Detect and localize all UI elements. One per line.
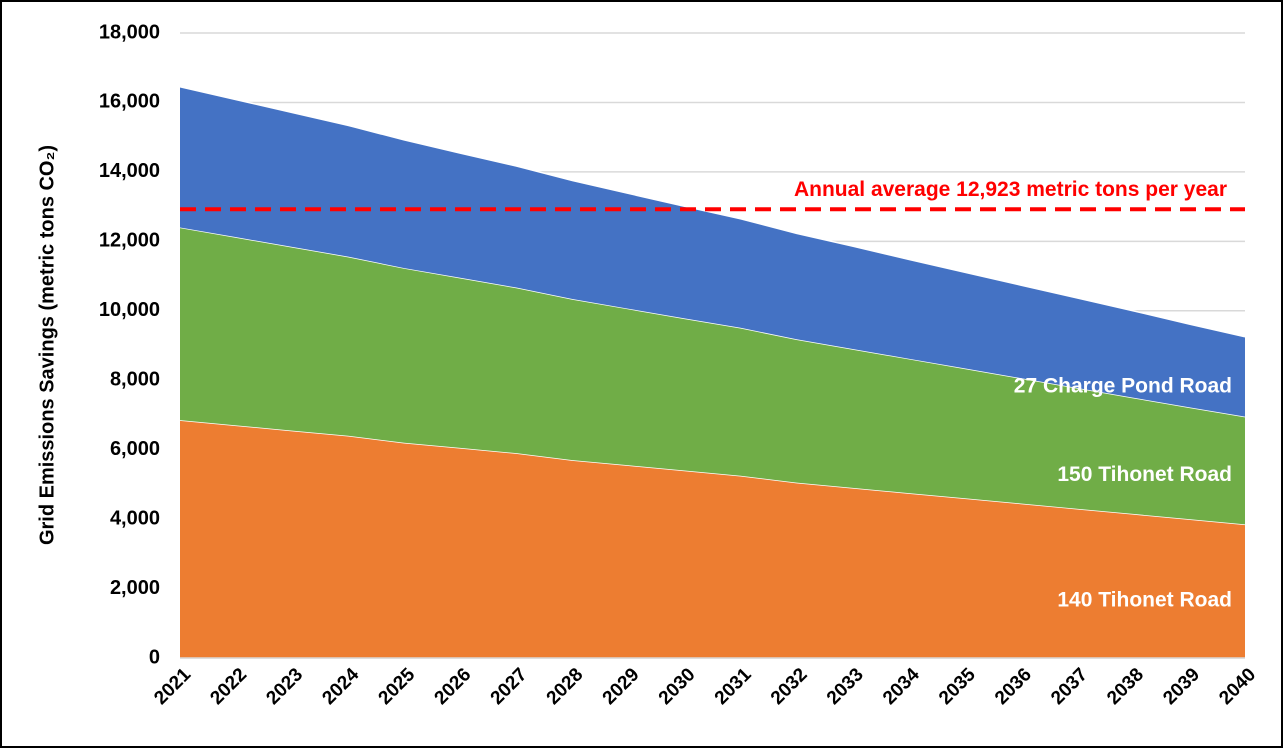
y-tick-label: 16,000	[99, 91, 160, 113]
y-tick-label: 14,000	[99, 160, 160, 182]
y-tick-label: 18,000	[99, 21, 160, 43]
y-tick-label: 4,000	[110, 507, 160, 529]
area	[180, 227, 1245, 525]
y-tick-label: 10,000	[99, 299, 160, 321]
y-axis-label: Grid Emissions Savings (metric tons CO₂)	[36, 145, 58, 545]
area-edge	[179, 419, 1246, 526]
area-edge	[179, 86, 1246, 338]
series-label: 140 Tihonet Road	[1057, 589, 1232, 612]
y-tick-label: 8,000	[110, 369, 160, 391]
reference-label: Annual average 12,923 metric tons per ye…	[794, 178, 1227, 201]
series-label: 27 Charge Pond Road	[1014, 374, 1232, 397]
y-tick-label: 6,000	[110, 438, 160, 460]
area	[180, 420, 1245, 658]
y-tick-label: 0	[149, 646, 160, 668]
series-label: 150 Tihonet Road	[1057, 463, 1232, 486]
y-tick-label: 2,000	[110, 577, 160, 599]
area	[180, 86, 1245, 417]
y-tick-label: 12,000	[99, 230, 160, 252]
